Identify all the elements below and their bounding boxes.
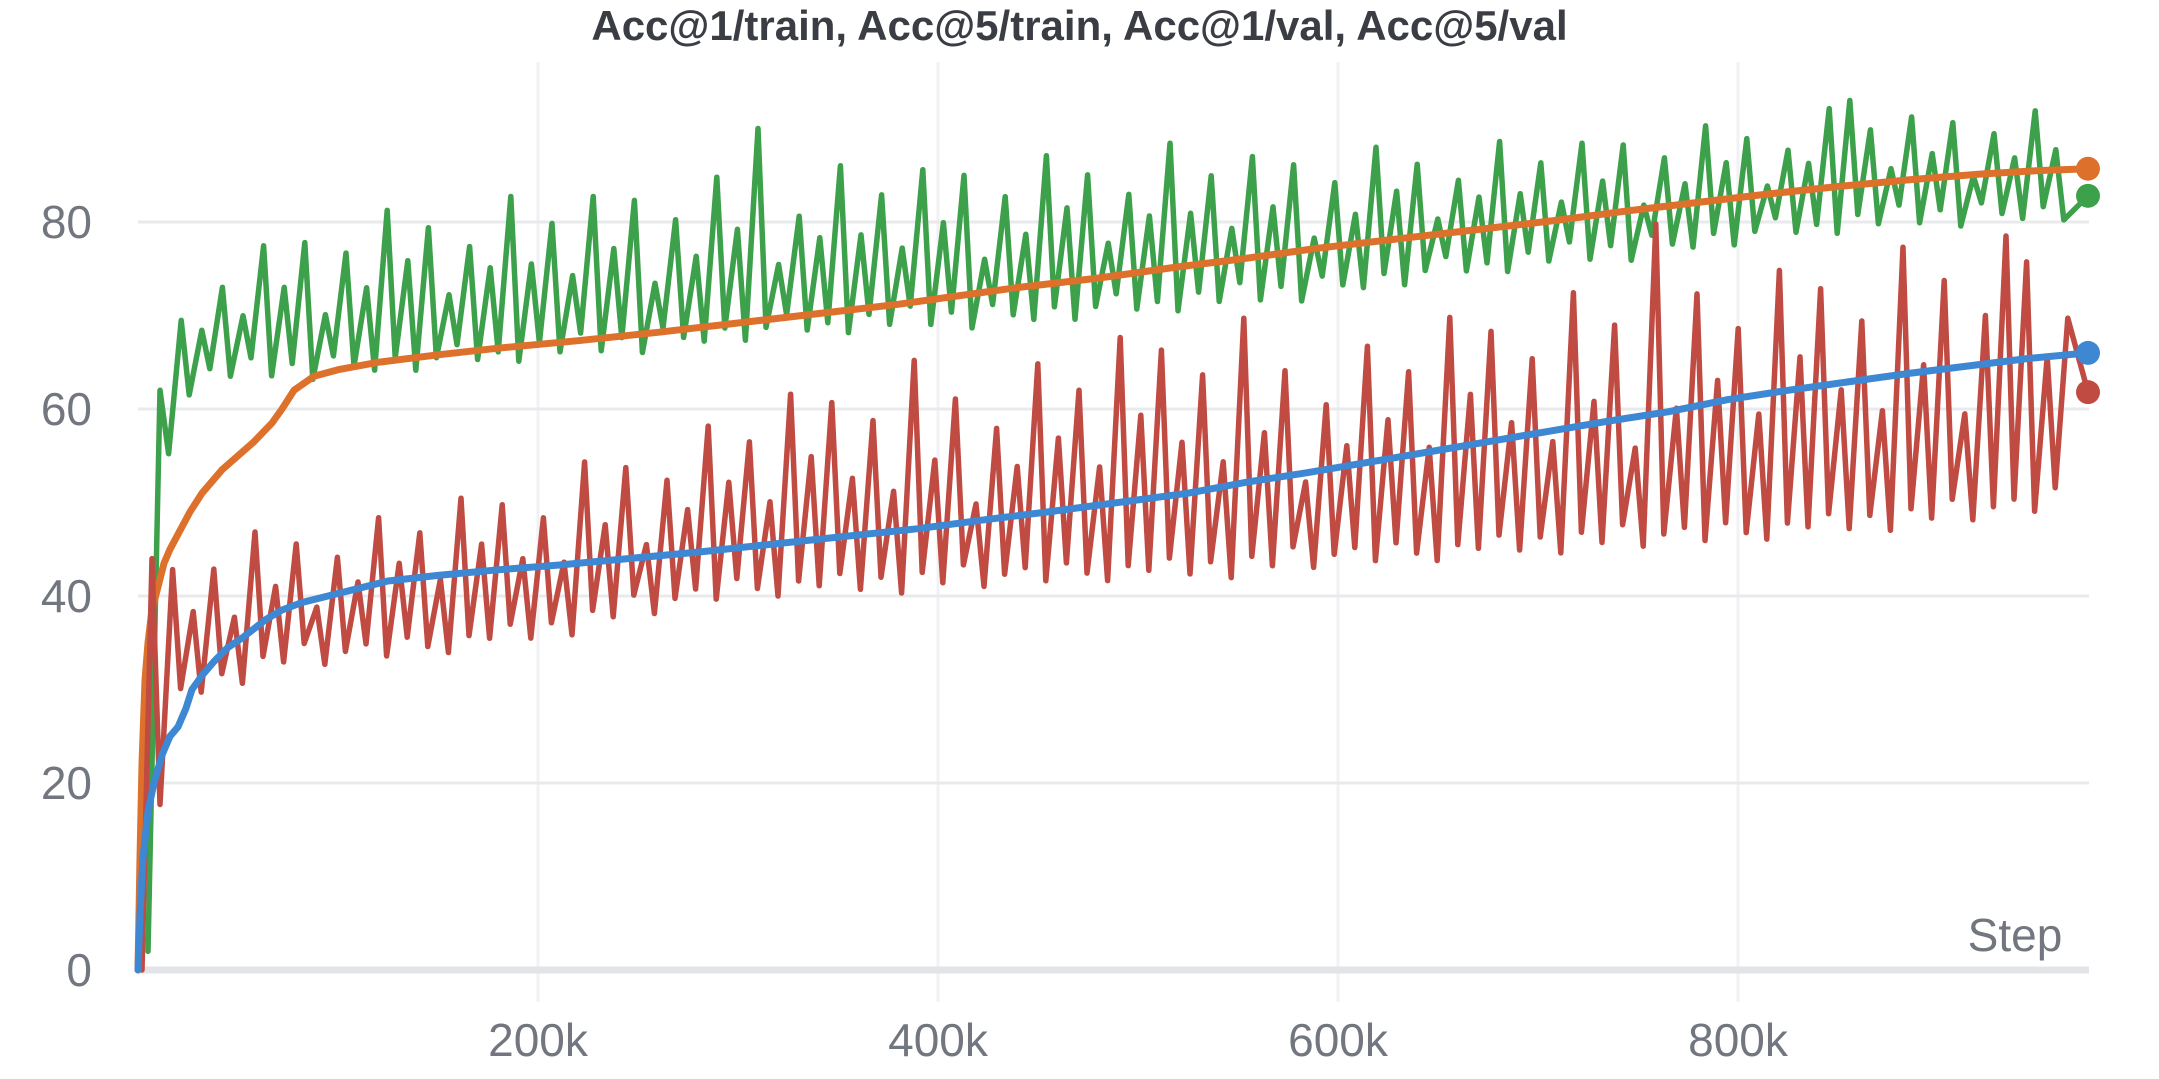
grid-layer xyxy=(138,62,2089,1002)
axis-labels-layer: 0 20 40 60 80 200k 400k 600k 800k xyxy=(41,196,1789,1066)
series-line-acc1-train xyxy=(139,221,2091,973)
series-end-dot-acc5-val xyxy=(2076,156,2100,181)
y-tick-label: 60 xyxy=(41,383,92,435)
y-tick-label: 0 xyxy=(66,944,92,996)
y-tick-label: 40 xyxy=(41,570,92,622)
series-end-dot-acc5-train xyxy=(2076,183,2100,208)
x-axis-title: Step xyxy=(1968,909,2063,961)
series-layer xyxy=(134,97,2100,974)
series-end-dot-acc1-train xyxy=(2076,380,2100,405)
x-tick-label: 800k xyxy=(1688,1014,1789,1066)
x-tick-label: 400k xyxy=(888,1014,989,1066)
y-tick-label: 20 xyxy=(41,757,92,809)
chart-title: Acc@1/train, Acc@5/train, Acc@1/val, Acc… xyxy=(591,2,1568,49)
x-tick-label: 200k xyxy=(488,1014,589,1066)
series-end-dot-acc1-val xyxy=(2076,340,2100,365)
series-line-acc1-val xyxy=(134,349,2092,974)
series-line-acc5-train xyxy=(145,97,2091,955)
x-tick-label: 600k xyxy=(1288,1014,1389,1066)
series-line-acc5-val xyxy=(134,165,2092,974)
y-tick-label: 80 xyxy=(41,196,92,248)
